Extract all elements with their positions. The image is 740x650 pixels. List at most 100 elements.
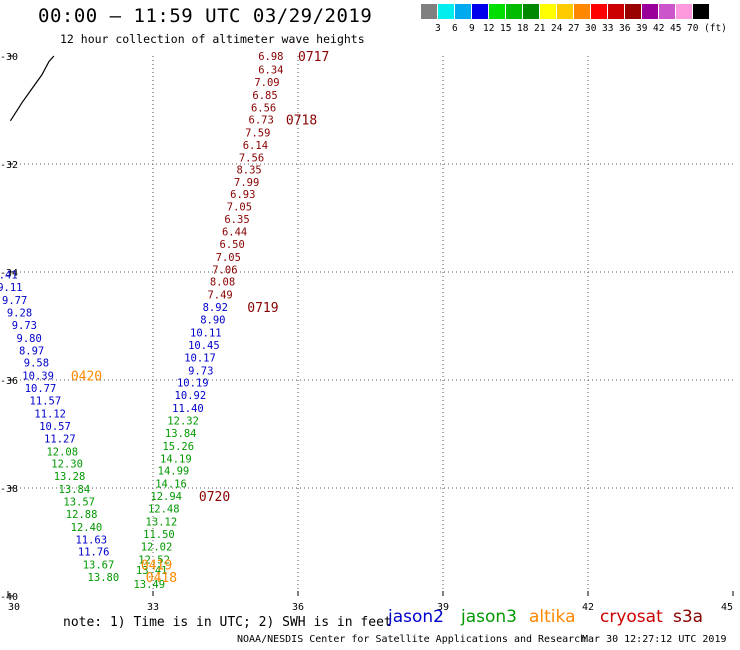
swh-data-label: 12.40 xyxy=(71,522,103,534)
swh-data-label: 8.35 xyxy=(236,164,261,176)
color-swatch xyxy=(642,4,658,19)
legend-jason3: jason3 xyxy=(461,607,517,627)
swh-data-label: 7.49 xyxy=(207,290,232,302)
swh-data-label: 10.11 xyxy=(190,327,222,339)
x-tick-label: 39 xyxy=(437,602,449,613)
color-swatch xyxy=(591,4,607,19)
x-tick-label: 36 xyxy=(292,602,304,613)
color-scale-unit: (ft) xyxy=(704,23,727,34)
swh-data-label: 6.14 xyxy=(243,140,268,152)
time-annotation: 0419 xyxy=(141,559,172,574)
color-swatch xyxy=(523,4,539,19)
color-scale-label: 18 xyxy=(517,23,529,34)
chart-subtitle: 12 hour collection of altimeter wave hei… xyxy=(60,32,365,46)
swh-data-label: 9.73 xyxy=(188,365,213,377)
y-tick-label: -32 xyxy=(0,160,18,171)
swh-data-label: 12.52 xyxy=(138,554,170,566)
swh-data-label: 12.30 xyxy=(51,459,83,471)
swh-data-label: 6.98 xyxy=(258,51,283,63)
swh-data-label: 11.76 xyxy=(78,547,110,559)
swh-data-label: 10.17 xyxy=(184,352,216,364)
color-scale-label: 45 xyxy=(670,23,682,34)
legend-jason2: jason2 xyxy=(388,607,444,627)
swh-data-label: 11.12 xyxy=(34,408,66,420)
swh-data-label: 9.73 xyxy=(12,320,37,332)
time-annotation: 0420 xyxy=(71,370,102,385)
swh-data-label: 6.50 xyxy=(220,239,245,251)
color-swatch xyxy=(608,4,624,19)
swh-data-label: 6.93 xyxy=(230,189,255,201)
swh-data-label: 10.77 xyxy=(25,383,57,395)
color-swatch xyxy=(455,4,471,19)
swh-data-label: 13.41 xyxy=(136,565,168,577)
swh-data-label: 6.34 xyxy=(258,65,283,77)
color-swatch xyxy=(489,4,505,19)
color-scale-label: 21 xyxy=(534,23,546,34)
color-scale-label: 39 xyxy=(636,23,648,34)
swh-data-label: 9.28 xyxy=(7,308,32,320)
time-annotation: 0418 xyxy=(146,571,177,586)
swh-data-label: 13.84 xyxy=(165,428,197,440)
swh-data-label: 11.27 xyxy=(44,433,76,445)
color-scale-label: 3 xyxy=(435,23,441,34)
swh-data-label: 7.06 xyxy=(212,264,237,276)
color-scale-label: 27 xyxy=(568,23,580,34)
color-scale-label: 36 xyxy=(619,23,631,34)
swh-data-label: 8.90 xyxy=(200,315,225,327)
swh-data-label: 7.05 xyxy=(227,202,252,214)
chart-title: 00:00 – 11:59 UTC 03/29/2019 xyxy=(38,5,373,27)
swh-data-label: 13.84 xyxy=(59,484,91,496)
color-swatch xyxy=(472,4,488,19)
time-annotation: 0718 xyxy=(286,114,317,129)
swh-data-label: 11.50 xyxy=(143,529,175,541)
y-tick-label: -30 xyxy=(0,52,18,63)
swh-data-label: 13.80 xyxy=(88,572,120,584)
swh-data-label: 7.59 xyxy=(245,128,270,140)
color-swatch xyxy=(693,4,709,19)
swh-data-label: 11.57 xyxy=(30,396,62,408)
swh-data-label: 7.56 xyxy=(239,153,264,165)
swh-data-label: 12.94 xyxy=(150,491,182,503)
footer-credit: NOAA/NESDIS Center for Satellite Applica… xyxy=(237,634,587,645)
time-annotation: 0720 xyxy=(199,490,230,505)
x-tick-label: 30 xyxy=(8,602,20,613)
swh-data-label: 9.58 xyxy=(24,358,49,370)
color-swatch xyxy=(659,4,675,19)
swh-data-label: 11.40 xyxy=(172,403,204,415)
footer-note: note: 1) Time is in UTC; 2) SWH is in fe… xyxy=(63,615,392,630)
swh-data-label: 13.28 xyxy=(54,471,86,483)
swh-data-label: 6.35 xyxy=(224,214,249,226)
swh-data-label: 12.48 xyxy=(148,504,180,516)
swh-data-label: 8.92 xyxy=(203,302,228,314)
x-tick-label: 42 xyxy=(582,602,594,613)
swh-data-label: 10.45 xyxy=(188,340,220,352)
swh-data-label: 9.77 xyxy=(2,295,27,307)
swh-data-label: 15.26 xyxy=(162,441,194,453)
color-swatch xyxy=(676,4,692,19)
color-scale-label: 6 xyxy=(452,23,458,34)
color-scale-label: 15 xyxy=(500,23,512,34)
color-scale-label: 33 xyxy=(602,23,614,34)
footer-timestamp: Mar 30 12:27:12 UTC 2019 xyxy=(582,634,727,645)
swh-data-label: 9.41 xyxy=(0,270,18,282)
swh-data-label: 11.63 xyxy=(75,534,107,546)
swh-data-label: 10.92 xyxy=(175,390,207,402)
footer-note-row: note: 1) Time is in UTC; 2) SWH is in fe… xyxy=(63,611,392,630)
color-swatch xyxy=(574,4,590,19)
swh-data-label: 8.08 xyxy=(210,277,235,289)
swh-data-label: 9.11 xyxy=(0,282,23,294)
y-tick-label: -38 xyxy=(0,484,18,495)
color-scale-label: 24 xyxy=(551,23,563,34)
swh-data-label: 10.39 xyxy=(22,371,54,383)
color-swatch xyxy=(625,4,641,19)
color-scale-label: 42 xyxy=(653,23,665,34)
y-tick-label: -36 xyxy=(0,376,18,387)
swh-data-label: 6.44 xyxy=(222,227,247,239)
swh-data-label: 7.05 xyxy=(216,252,241,264)
legend-cryosat: cryosat xyxy=(600,607,663,627)
swh-data-label: 7.09 xyxy=(254,77,279,89)
color-scale-label: 70 xyxy=(687,23,699,34)
swh-data-label: 6.56 xyxy=(251,102,276,114)
swh-data-label: 12.88 xyxy=(66,509,98,521)
